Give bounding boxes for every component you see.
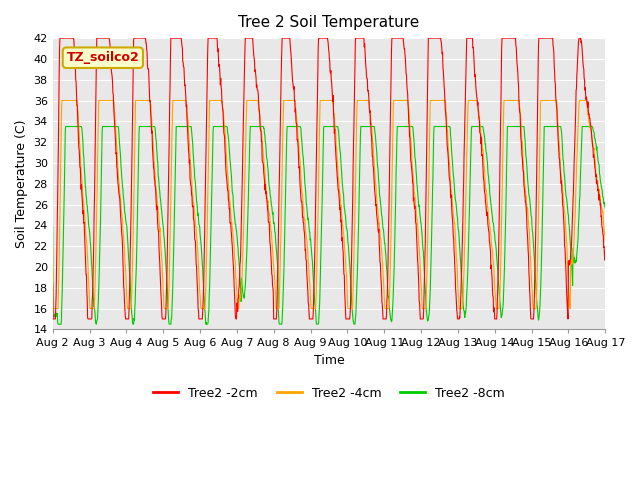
Title: Tree 2 Soil Temperature: Tree 2 Soil Temperature: [238, 15, 420, 30]
Text: TZ_soilco2: TZ_soilco2: [67, 51, 140, 64]
Y-axis label: Soil Temperature (C): Soil Temperature (C): [15, 120, 28, 248]
X-axis label: Time: Time: [314, 354, 344, 367]
Legend: Tree2 -2cm, Tree2 -4cm, Tree2 -8cm: Tree2 -2cm, Tree2 -4cm, Tree2 -8cm: [148, 382, 509, 405]
